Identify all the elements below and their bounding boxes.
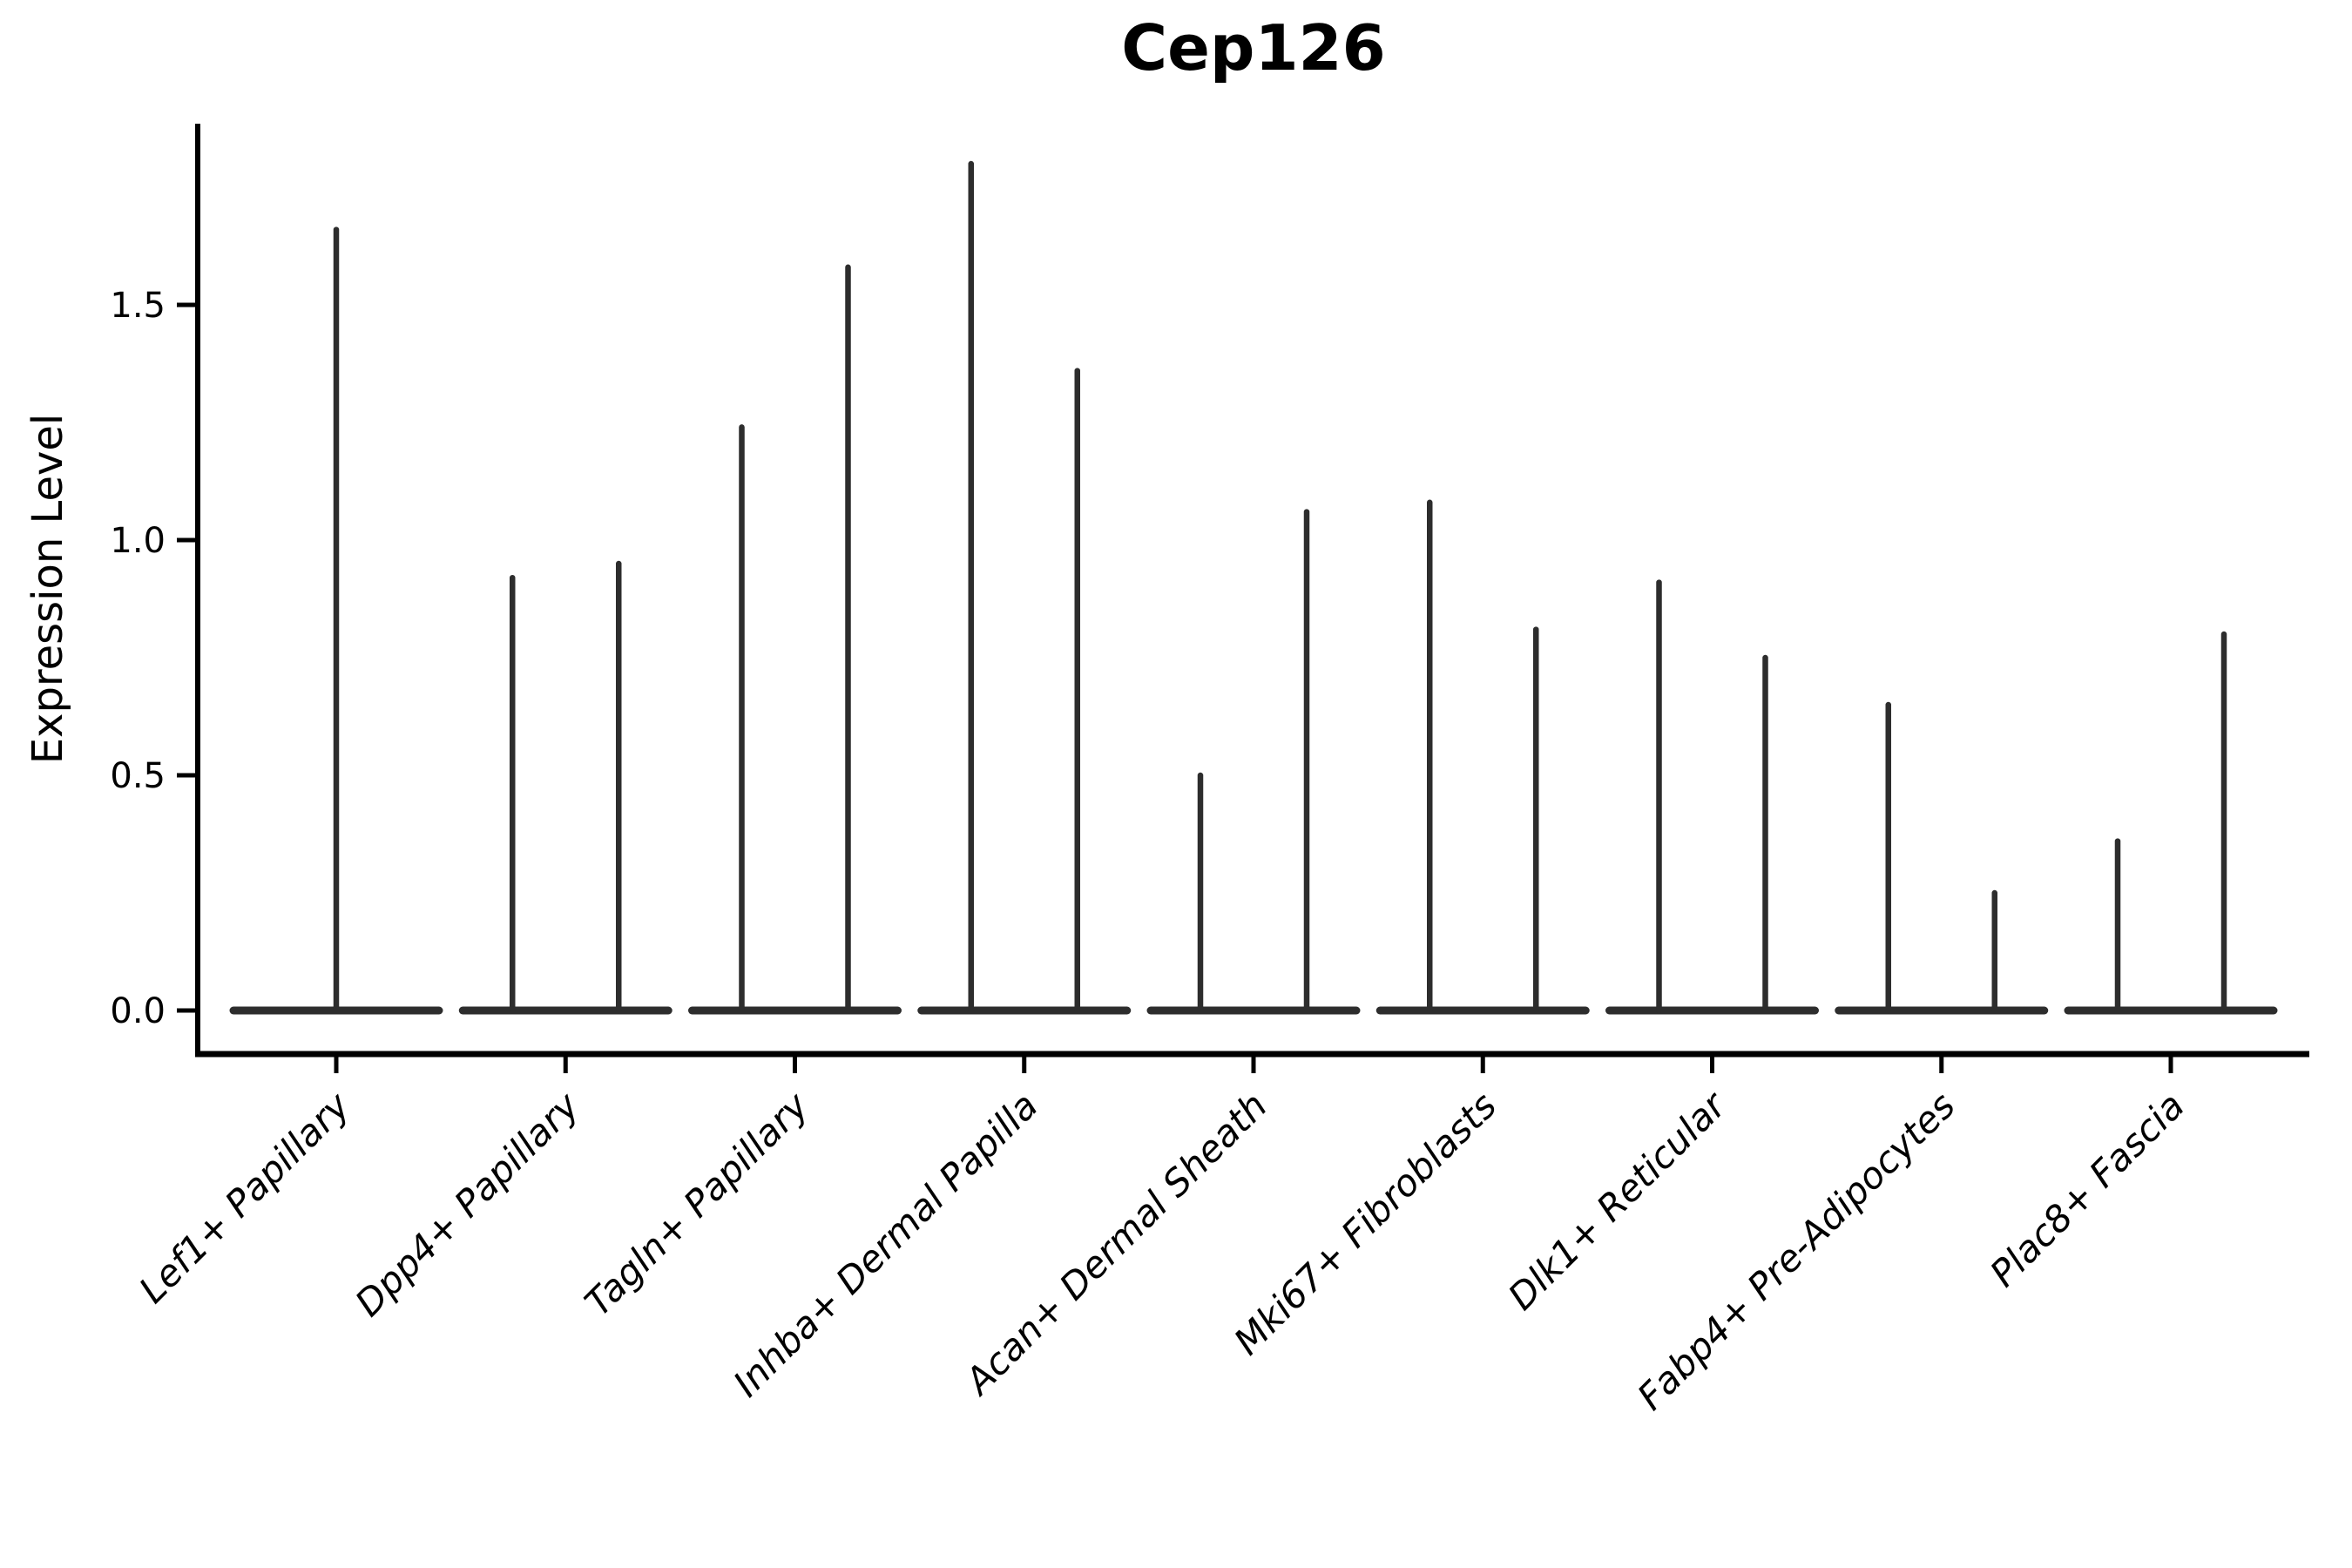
- x-tick-label: Dlk1+ Reticular: [1500, 1082, 1736, 1318]
- x-tick-label: Tagln+ Papillary: [577, 1084, 818, 1325]
- x-tick-label: Lef1+ Papillary: [131, 1084, 359, 1312]
- x-tick-label: Dpp4+ Papillary: [347, 1084, 588, 1325]
- x-tick-label: Plac8+ Fascia: [1982, 1084, 2193, 1294]
- y-tick-label: 0.0: [110, 991, 166, 1031]
- chart-title: Cep126: [1121, 11, 1386, 84]
- y-tick-label: 1.5: [110, 286, 166, 326]
- y-tick-label: 1.0: [110, 521, 166, 561]
- y-tick-label: 0.5: [110, 756, 166, 796]
- x-tick-label: Mki67+ Fibroblasts: [1226, 1084, 1504, 1362]
